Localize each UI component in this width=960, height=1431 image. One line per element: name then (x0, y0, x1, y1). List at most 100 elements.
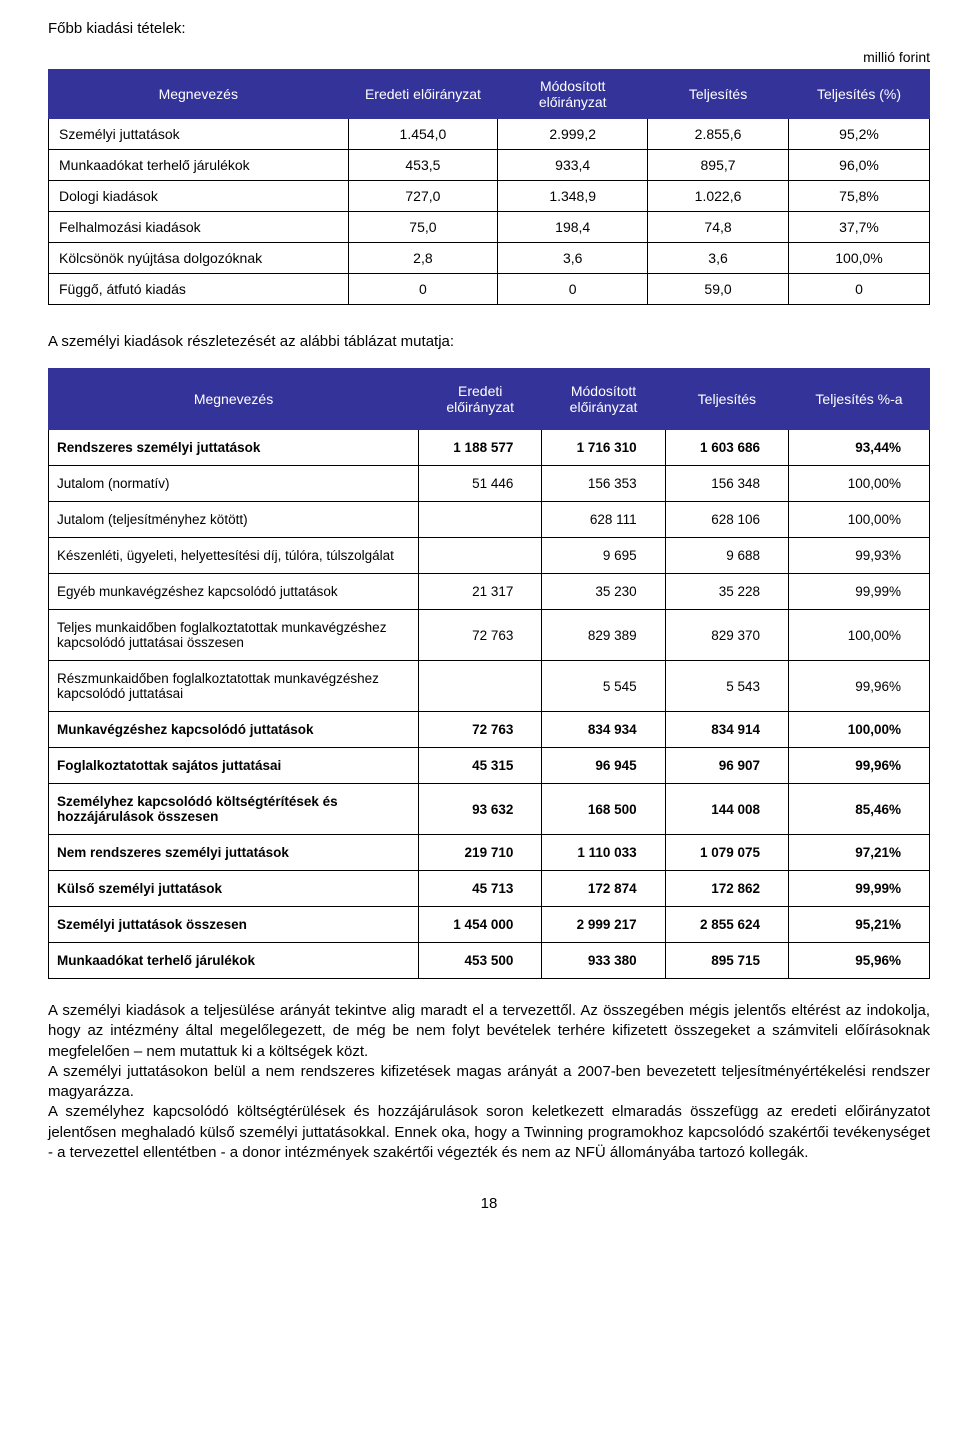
cell-value: 59,0 (648, 274, 789, 305)
table-row: Dologi kiadások727,01.348,91.022,675,8% (49, 181, 930, 212)
cell-value: 933,4 (498, 150, 648, 181)
table-row: Munkaadókat terhelő járulékok453 500933 … (49, 943, 930, 979)
table-row: Teljes munkaidőben foglalkoztatottak mun… (49, 610, 930, 661)
intertext: A személyi kiadások részletezését az alá… (48, 333, 930, 350)
row-label: Teljes munkaidőben foglalkoztatottak mun… (49, 610, 419, 661)
summary-table: Megnevezés Eredeti előirányzat Módosítot… (48, 69, 930, 305)
cell-value (419, 538, 542, 574)
cell-value: 834 934 (542, 712, 665, 748)
row-label: Nem rendszeres személyi juttatások (49, 835, 419, 871)
cell-value: 219 710 (419, 835, 542, 871)
t1-col-1: Eredeti előirányzat (348, 70, 498, 119)
t2-col-0: Megnevezés (49, 369, 419, 430)
row-label: Jutalom (teljesítményhez kötött) (49, 502, 419, 538)
cell-value (419, 502, 542, 538)
cell-value: 35 230 (542, 574, 665, 610)
t2-col-2: Módosított előirányzat (542, 369, 665, 430)
paragraph: A személyi kiadások a teljesülése arányá… (48, 1001, 930, 1062)
cell-value: 834 914 (665, 712, 788, 748)
cell-value: 21 317 (419, 574, 542, 610)
cell-value: 168 500 (542, 784, 665, 835)
paragraph: A személyhez kapcsolódó költségtérülések… (48, 1102, 930, 1163)
page-number: 18 (48, 1195, 930, 1212)
cell-value: 1 716 310 (542, 430, 665, 466)
cell-value (419, 661, 542, 712)
t2-col-1: Eredeti előirányzat (419, 369, 542, 430)
table-row: Jutalom (normatív)51 446156 353156 34810… (49, 466, 930, 502)
t2-col-3: Teljesítés (665, 369, 788, 430)
cell-value: 99,99% (789, 574, 930, 610)
cell-value: 156 348 (665, 466, 788, 502)
cell-value: 99,96% (789, 748, 930, 784)
cell-value: 75,0 (348, 212, 498, 243)
cell-value: 96,0% (789, 150, 930, 181)
cell-value: 628 111 (542, 502, 665, 538)
cell-value: 96 907 (665, 748, 788, 784)
cell-value: 933 380 (542, 943, 665, 979)
row-label: Személyi juttatások összesen (49, 907, 419, 943)
row-label: Kölcsönök nyújtása dolgozóknak (49, 243, 349, 274)
table-row: Függő, átfutó kiadás0059,00 (49, 274, 930, 305)
t2-col-4: Teljesítés %-a (789, 369, 930, 430)
body-paragraphs: A személyi kiadások a teljesülése arányá… (48, 1001, 930, 1163)
cell-value: 727,0 (348, 181, 498, 212)
unit-label: millió forint (48, 49, 930, 65)
cell-value: 1 603 686 (665, 430, 788, 466)
cell-value: 95,2% (789, 119, 930, 150)
table-row: Kölcsönök nyújtása dolgozóknak2,83,63,61… (49, 243, 930, 274)
table-row: Külső személyi juttatások45 713172 87417… (49, 871, 930, 907)
table-row: Személyhez kapcsolódó költségtérítések é… (49, 784, 930, 835)
cell-value: 45 315 (419, 748, 542, 784)
cell-value: 3,6 (648, 243, 789, 274)
row-label: Munkaadókat terhelő járulékok (49, 943, 419, 979)
row-label: Dologi kiadások (49, 181, 349, 212)
row-label: Foglalkoztatottak sajátos juttatásai (49, 748, 419, 784)
table-row: Egyéb munkavégzéshez kapcsolódó juttatás… (49, 574, 930, 610)
cell-value: 9 688 (665, 538, 788, 574)
row-label: Függő, átfutó kiadás (49, 274, 349, 305)
cell-value: 37,7% (789, 212, 930, 243)
cell-value: 75,8% (789, 181, 930, 212)
cell-value: 1.348,9 (498, 181, 648, 212)
cell-value: 829 389 (542, 610, 665, 661)
row-label: Rendszeres személyi juttatások (49, 430, 419, 466)
table-row: Munkavégzéshez kapcsolódó juttatások72 7… (49, 712, 930, 748)
cell-value: 5 543 (665, 661, 788, 712)
cell-value: 0 (789, 274, 930, 305)
row-label: Részmunkaidőben foglalkoztatottak munkav… (49, 661, 419, 712)
cell-value: 85,46% (789, 784, 930, 835)
cell-value: 1 454 000 (419, 907, 542, 943)
row-label: Személyhez kapcsolódó költségtérítések é… (49, 784, 419, 835)
cell-value: 95,21% (789, 907, 930, 943)
row-label: Munkavégzéshez kapcsolódó juttatások (49, 712, 419, 748)
cell-value: 1.454,0 (348, 119, 498, 150)
cell-value: 453,5 (348, 150, 498, 181)
cell-value: 95,96% (789, 943, 930, 979)
t1-col-4: Teljesítés (%) (789, 70, 930, 119)
cell-value: 3,6 (498, 243, 648, 274)
cell-value: 35 228 (665, 574, 788, 610)
cell-value: 93,44% (789, 430, 930, 466)
row-label: Személyi juttatások (49, 119, 349, 150)
row-label: Külső személyi juttatások (49, 871, 419, 907)
cell-value: 2.855,6 (648, 119, 789, 150)
t1-col-3: Teljesítés (648, 70, 789, 119)
t1-col-0: Megnevezés (49, 70, 349, 119)
cell-value: 100,00% (789, 712, 930, 748)
cell-value: 1.022,6 (648, 181, 789, 212)
cell-value: 172 862 (665, 871, 788, 907)
cell-value: 100,00% (789, 502, 930, 538)
cell-value: 5 545 (542, 661, 665, 712)
cell-value: 2 999 217 (542, 907, 665, 943)
cell-value: 1 188 577 (419, 430, 542, 466)
row-label: Jutalom (normatív) (49, 466, 419, 502)
cell-value: 99,99% (789, 871, 930, 907)
cell-value: 9 695 (542, 538, 665, 574)
table-row: Felhalmozási kiadások75,0198,474,837,7% (49, 212, 930, 243)
cell-value: 0 (498, 274, 648, 305)
table-row: Személyi juttatások összesen1 454 0002 9… (49, 907, 930, 943)
row-label: Felhalmozási kiadások (49, 212, 349, 243)
cell-value: 156 353 (542, 466, 665, 502)
cell-value: 198,4 (498, 212, 648, 243)
detail-table: Megnevezés Eredeti előirányzat Módosítot… (48, 368, 930, 979)
